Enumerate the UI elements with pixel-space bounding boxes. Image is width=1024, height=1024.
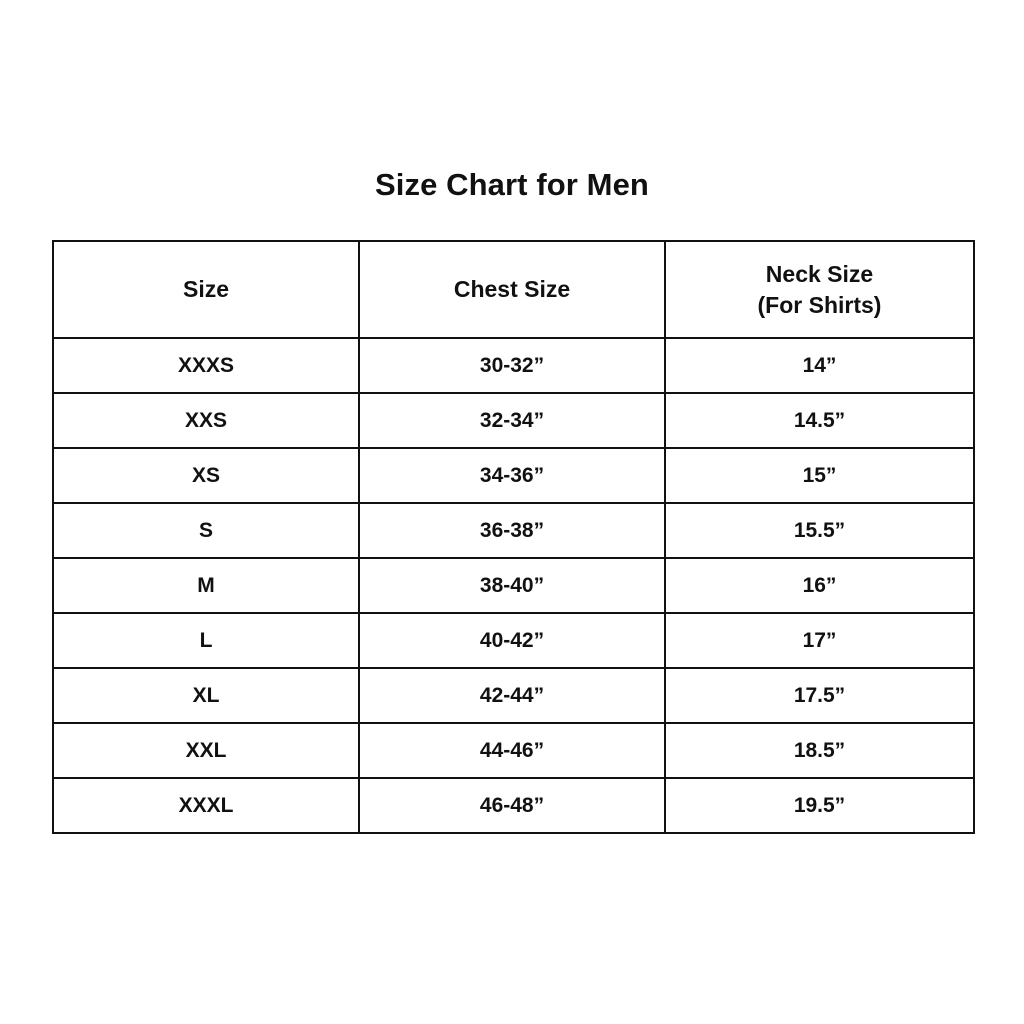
cell-neck: 17.5” <box>664 667 975 724</box>
column-header-chest: Chest Size <box>358 240 666 339</box>
cell-neck: 15” <box>664 447 975 504</box>
table-row: XXS 32-34” 14.5” <box>52 392 975 449</box>
table-row: XXXS 30-32” 14” <box>52 337 975 394</box>
page-title: Size Chart for Men <box>375 167 649 202</box>
table-row: M 38-40” 16” <box>52 557 975 614</box>
table-row: XS 34-36” 15” <box>52 447 975 504</box>
cell-neck: 15.5” <box>664 502 975 559</box>
column-header-neck: Neck Size (For Shirts) <box>664 240 975 339</box>
cell-size: XXS <box>52 392 360 449</box>
cell-neck: 17” <box>664 612 975 669</box>
column-header-size-label: Size <box>182 276 230 303</box>
cell-size: M <box>52 557 360 614</box>
size-chart-table: Size Chest Size Neck Size (For Shirts) X… <box>52 240 975 834</box>
cell-chest: 46-48” <box>358 777 666 834</box>
cell-neck: 16” <box>664 557 975 614</box>
cell-size: XXXS <box>52 337 360 394</box>
cell-chest: 32-34” <box>358 392 666 449</box>
table-row: XXXL 46-48” 19.5” <box>52 777 975 834</box>
cell-neck: 19.5” <box>664 777 975 834</box>
cell-chest: 36-38” <box>358 502 666 559</box>
cell-chest: 34-36” <box>358 447 666 504</box>
cell-size: S <box>52 502 360 559</box>
cell-size: L <box>52 612 360 669</box>
cell-neck: 18.5” <box>664 722 975 779</box>
cell-size: XS <box>52 447 360 504</box>
cell-chest: 42-44” <box>358 667 666 724</box>
table-row: XXL 44-46” 18.5” <box>52 722 975 779</box>
cell-chest: 38-40” <box>358 557 666 614</box>
table-body: XXXS 30-32” 14” XXS 32-34” 14.5” XS 34-3… <box>52 337 975 834</box>
table-header-row: Size Chest Size Neck Size (For Shirts) <box>52 240 975 339</box>
cell-size: XXL <box>52 722 360 779</box>
cell-neck: 14.5” <box>664 392 975 449</box>
cell-chest: 40-42” <box>358 612 666 669</box>
table-row: L 40-42” 17” <box>52 612 975 669</box>
cell-size: XXXL <box>52 777 360 834</box>
table-row: S 36-38” 15.5” <box>52 502 975 559</box>
size-table-container: Size Chest Size Neck Size (For Shirts) X… <box>52 240 975 834</box>
cell-size: XL <box>52 667 360 724</box>
cell-chest: 44-46” <box>358 722 666 779</box>
column-header-chest-label: Chest Size <box>453 276 571 303</box>
column-header-neck-sublabel: (For Shirts) <box>757 291 882 318</box>
cell-neck: 14” <box>664 337 975 394</box>
table-row: XL 42-44” 17.5” <box>52 667 975 724</box>
column-header-size: Size <box>52 240 360 339</box>
cell-chest: 30-32” <box>358 337 666 394</box>
table-header: Size Chest Size Neck Size (For Shirts) <box>52 240 975 339</box>
column-header-neck-label: Neck Size <box>765 261 874 288</box>
